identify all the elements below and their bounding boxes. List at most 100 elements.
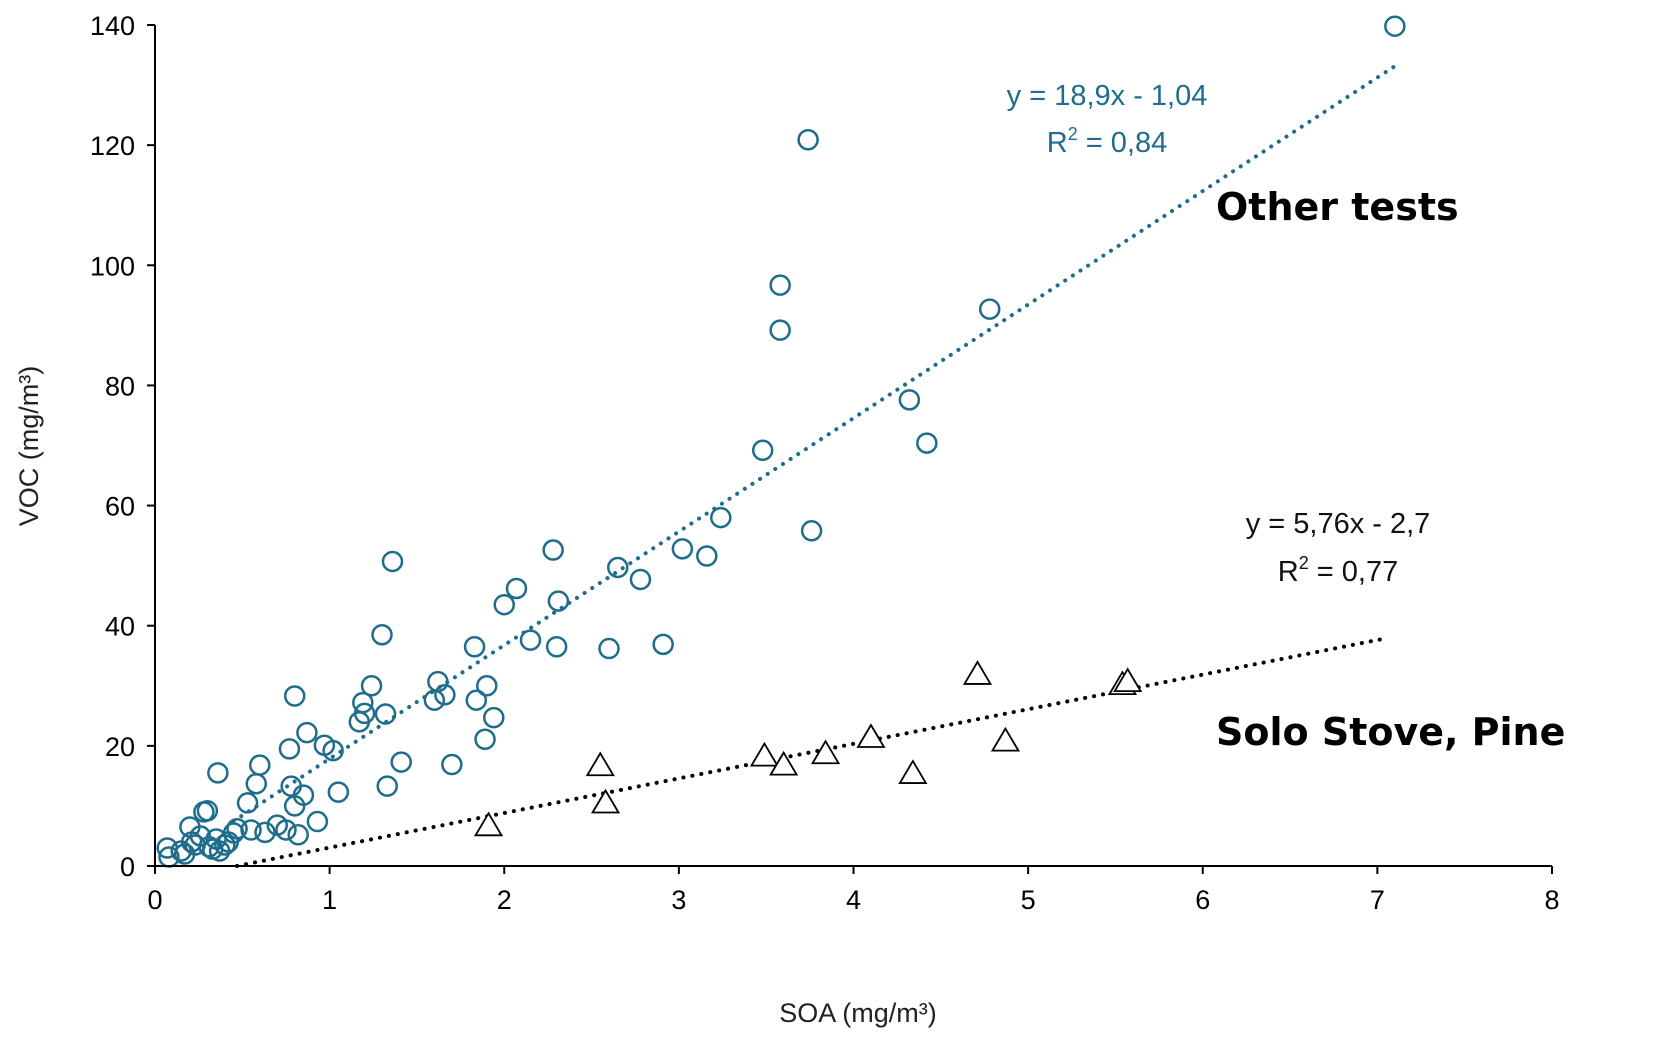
other-tests-point (296, 721, 318, 744)
other-tests-point (207, 762, 229, 784)
other-tests-point (465, 689, 488, 711)
x-axis: 0 1 2 3 4 5 6 7 8 (147, 865, 1560, 915)
other-tests-point (226, 818, 248, 840)
x-axis-title: SOA (mg/m³) (779, 998, 937, 1028)
other-tests-point (353, 702, 376, 725)
x-tick-label: 3 (671, 885, 686, 915)
other-tests-point (542, 539, 564, 561)
solo-stove-trend-equation: y = 5,76x - 2,7 (1246, 508, 1431, 540)
solo-stove-point (962, 660, 993, 685)
x-tick-label: 5 (1021, 885, 1036, 915)
other-tests-point (327, 781, 350, 803)
other-tests-trendline (231, 64, 1397, 824)
other-tests-point (710, 506, 732, 529)
other-tests-point (249, 754, 271, 776)
other-tests-point (751, 439, 774, 462)
y-tick-label: 120 (90, 131, 135, 161)
y-tick-label: 80 (105, 371, 135, 401)
solo-stove-r-label: R (1278, 556, 1299, 588)
x-tick-label: 1 (322, 885, 337, 915)
x-tick-group: 0 1 2 3 4 5 6 7 8 (147, 866, 1560, 915)
other-tests-point (696, 545, 718, 567)
other-tests-point (198, 836, 220, 858)
y-tick-label: 40 (105, 612, 135, 642)
other-tests-point (381, 550, 404, 573)
other-tests-point (352, 691, 374, 714)
x-tick-label: 7 (1370, 885, 1385, 915)
solo-stove-r-value: = 0,77 (1309, 556, 1399, 588)
trendline-layer (231, 64, 1397, 868)
other-tests-r-superscript: 2 (1068, 124, 1078, 144)
other-tests-point (978, 298, 1001, 320)
other-tests-point (463, 635, 486, 658)
other-tests-point (240, 819, 262, 841)
other-tests-point (371, 623, 393, 646)
x-tick-label: 0 (147, 885, 162, 915)
other-tests-point (519, 629, 542, 651)
solo-stove-point (749, 741, 780, 767)
solo-stove-trendline (235, 636, 1389, 868)
other-tests-point (292, 784, 315, 806)
other-tests-point (283, 685, 306, 707)
other-tests-point (493, 593, 515, 616)
solo-stove-point (769, 750, 799, 776)
solo-stove-point (1113, 667, 1143, 693)
other-tests-point (1384, 15, 1406, 37)
other-tests-point (196, 799, 219, 822)
other-tests-point (607, 556, 629, 579)
other-tests-point (769, 274, 791, 296)
other-tests-point (434, 684, 456, 706)
other-tests-point (547, 590, 570, 612)
points-layer (156, 15, 1406, 868)
solo-stove-series-label: Solo Stove, Pine (1216, 710, 1565, 754)
other-tests-point (598, 637, 620, 660)
other-tests-point (278, 738, 301, 760)
other-tests-point (376, 775, 399, 797)
other-tests-r-squared: R2 = 0,84 (1047, 124, 1167, 159)
other-tests-point (441, 753, 463, 776)
other-tests-point (236, 792, 259, 814)
other-tests-point (427, 670, 449, 693)
solo-stove-point (473, 811, 504, 837)
solo-stove-point (810, 739, 841, 765)
y-tick-label: 100 (90, 251, 135, 281)
solo-stove-point (590, 788, 621, 814)
other-tests-point (322, 739, 344, 762)
y-tick-group: 0 20 40 60 80 100 120 140 (90, 11, 155, 882)
y-tick-label: 60 (105, 492, 135, 522)
other-tests-point (671, 538, 694, 560)
other-tests-point (360, 675, 383, 697)
other-tests-point (275, 819, 297, 841)
y-axis-title: VOC (mg/m³) (14, 366, 44, 526)
solo-stove-point (990, 726, 1021, 752)
other-tests-point (898, 389, 921, 411)
other-tests-point (652, 633, 674, 656)
y-axis: 0 20 40 60 80 100 120 140 (90, 11, 156, 882)
other-tests-point (306, 810, 329, 833)
other-tests-point (483, 706, 505, 729)
other-tests-r-value: = 0,84 (1078, 127, 1168, 159)
other-tests-point (797, 128, 819, 151)
other-tests-point (769, 319, 791, 341)
solo-stove-point (585, 751, 615, 777)
y-tick-label: 0 (120, 852, 135, 882)
other-tests-point (545, 635, 568, 658)
solo-stove-r-superscript: 2 (1299, 553, 1309, 573)
solo-stove-r-squared: R2 = 0,77 (1278, 553, 1398, 588)
other-tests-point (287, 824, 309, 846)
solo-stove-point (856, 723, 886, 748)
other-tests-series-label: Other tests (1216, 185, 1459, 229)
other-tests-trend-equation: y = 18,9x - 1,04 (1007, 80, 1208, 112)
other-tests-point (374, 703, 397, 725)
solo-stove-point (898, 759, 928, 784)
x-tick-label: 6 (1195, 885, 1210, 915)
other-tests-point (916, 432, 938, 454)
other-tests-r-label: R (1047, 127, 1068, 159)
other-tests-point (254, 821, 276, 844)
other-tests-point (476, 675, 498, 697)
x-tick-label: 8 (1544, 885, 1559, 915)
other-tests-point (800, 520, 823, 542)
other-tests-point (474, 728, 496, 750)
other-tests-point (629, 568, 652, 591)
